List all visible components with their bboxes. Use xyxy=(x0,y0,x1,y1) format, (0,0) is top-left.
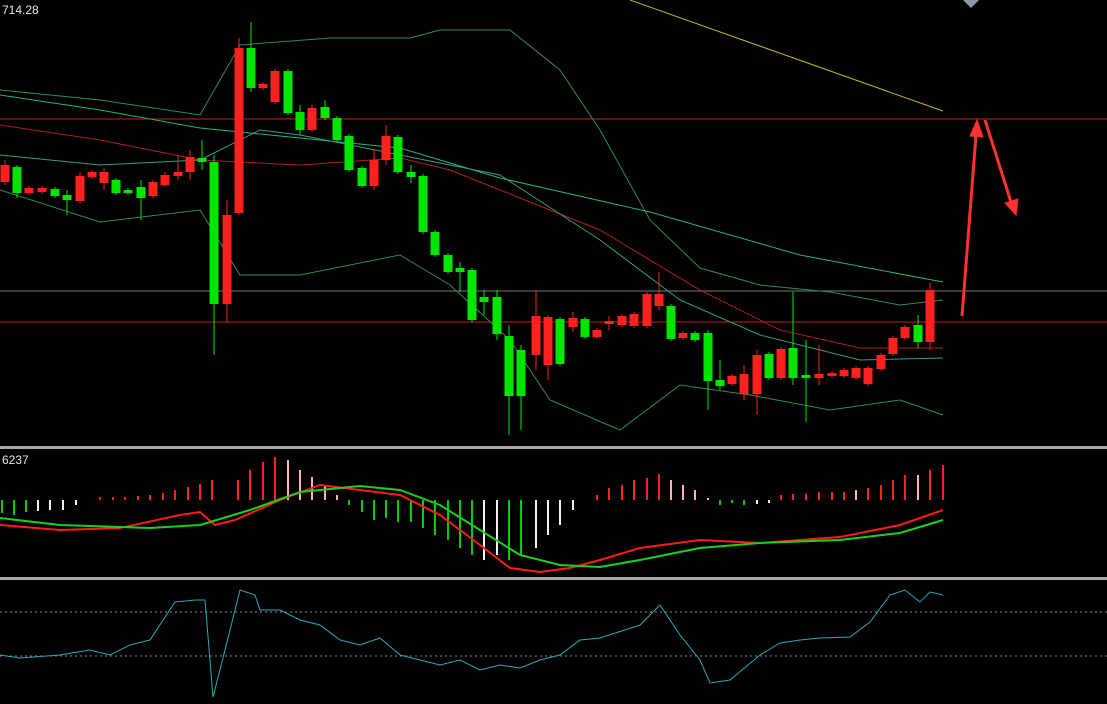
macd-dif xyxy=(0,483,944,574)
ma-teal xyxy=(0,129,944,361)
candles-green xyxy=(12,48,923,396)
macd-label: 6237 xyxy=(2,453,29,467)
main-panel: 714.28 xyxy=(0,0,1107,435)
macd-panel: 6237 xyxy=(0,453,944,574)
price-label: 714.28 xyxy=(2,3,39,17)
osc-panel xyxy=(0,589,1107,698)
macd-dea xyxy=(0,484,944,569)
boll-upper xyxy=(0,29,944,306)
ma-yellow xyxy=(629,0,944,112)
scroll-marker xyxy=(963,0,979,8)
macd-bars-pink xyxy=(287,460,919,500)
macd-bars-green xyxy=(1,500,745,560)
separator xyxy=(0,446,1107,449)
arrows xyxy=(960,118,1019,317)
osc-line xyxy=(0,589,944,698)
macd-bars-white xyxy=(37,500,770,560)
separator xyxy=(0,577,1107,580)
candles-red xyxy=(0,48,935,394)
macd-bars-red xyxy=(99,457,944,500)
